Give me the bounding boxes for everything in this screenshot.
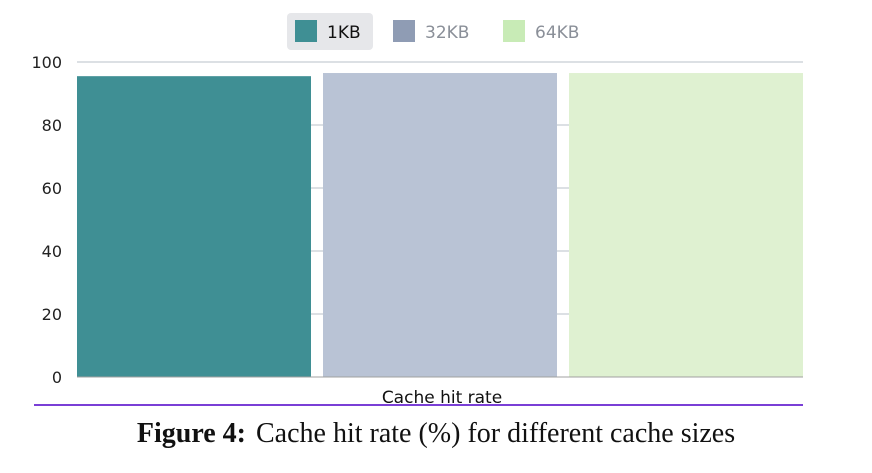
y-tick-label-20: 20 xyxy=(42,305,62,324)
legend-label-64kb: 64KB xyxy=(535,23,579,43)
y-tick-label-40: 40 xyxy=(42,242,62,261)
legend-item-32kb[interactable]: 32KB xyxy=(393,20,469,43)
legend-item-64kb[interactable]: 64KB xyxy=(503,20,579,43)
chart-legend: 1KB 32KB 64KB xyxy=(287,13,579,50)
y-tick-label-80: 80 xyxy=(42,116,62,135)
y-tick-label-60: 60 xyxy=(42,179,62,198)
bar-32kb[interactable] xyxy=(323,73,557,378)
legend-item-1kb[interactable]: 1KB xyxy=(287,13,373,50)
figure-caption: Figure 4: Cache hit rate (%) for differen… xyxy=(0,418,872,450)
y-tick-label-0: 0 xyxy=(52,368,62,387)
legend-swatch-1kb xyxy=(295,20,317,42)
y-axis-ticks: 0 20 40 60 80 100 xyxy=(31,53,62,387)
bar-1kb[interactable] xyxy=(77,76,311,378)
figure-caption-label: Figure 4: xyxy=(136,418,246,449)
legend-label-1kb: 1KB xyxy=(327,23,361,43)
x-axis: Cache hit rate xyxy=(34,376,803,408)
bar-64kb[interactable] xyxy=(569,73,803,378)
legend-swatch-64kb xyxy=(503,20,525,42)
y-tick-label-100: 100 xyxy=(31,53,62,72)
legend-swatch-32kb xyxy=(393,20,415,42)
figure-caption-text: Cache hit rate (%) for different cache s… xyxy=(256,418,736,449)
chart-bars xyxy=(77,73,803,378)
bar-chart: 1KB 32KB 64KB 0 20 40 60 80 100 Cache hit rate xyxy=(31,13,803,408)
legend-label-32kb: 32KB xyxy=(425,23,469,43)
x-category-label: Cache hit rate xyxy=(382,388,502,408)
